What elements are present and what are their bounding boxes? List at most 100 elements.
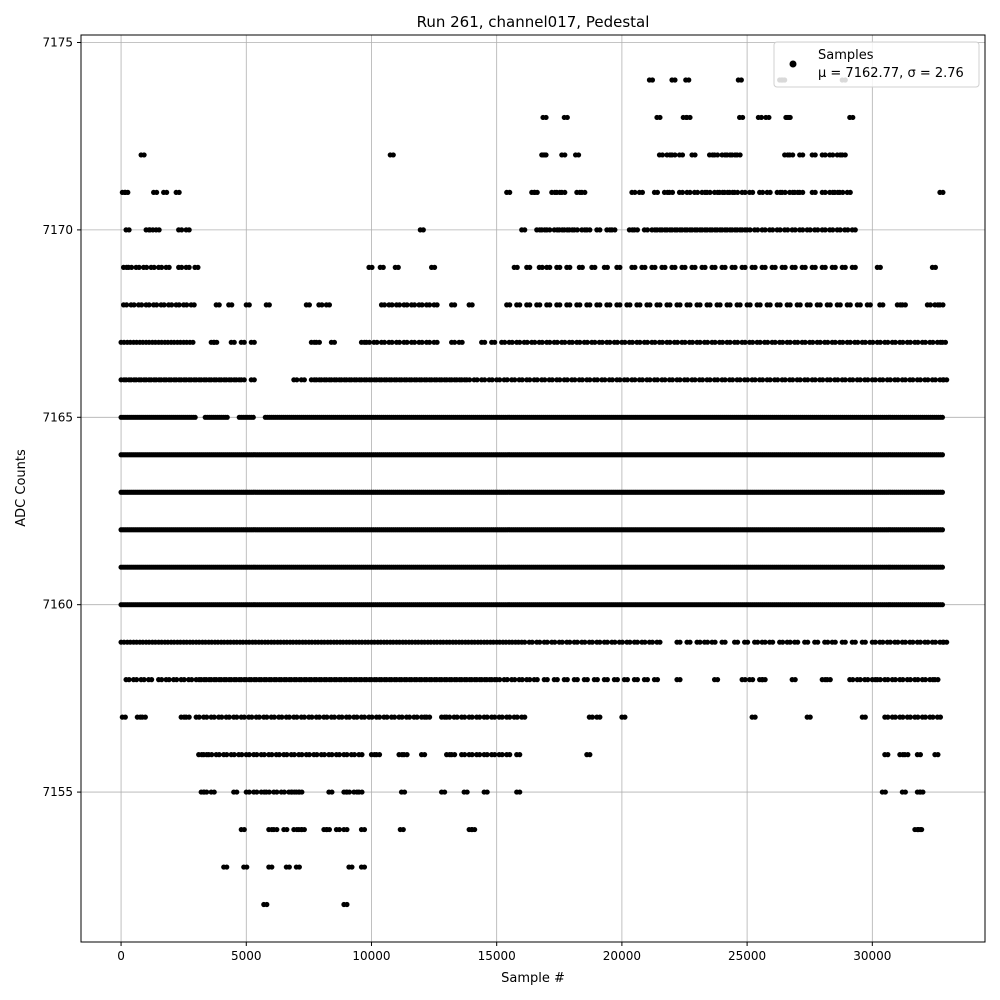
data-point [830,152,836,158]
data-point [847,339,853,345]
data-point [159,677,165,683]
data-point [767,377,773,383]
data-point [738,77,744,83]
data-point [122,714,128,720]
data-point [266,302,272,308]
data-point [617,377,623,383]
data-point [534,677,540,683]
data-point [850,377,856,383]
data-point [852,227,858,233]
data-point [832,639,838,645]
data-point [865,677,871,683]
data-point [306,752,312,758]
data-point [892,339,898,345]
y-tick-label: 7155 [42,785,73,799]
data-point [887,639,893,645]
data-point [802,339,808,345]
data-point [855,339,861,345]
data-point [877,264,883,270]
data-point [755,227,761,233]
data-point [669,377,676,383]
data-point [359,789,365,795]
data-point [577,302,583,308]
data-point [547,227,553,233]
data-point [692,152,698,158]
data-point [564,677,570,683]
data-point [354,714,360,720]
data-point [547,264,553,270]
data-point [400,826,406,833]
data-point [944,639,950,645]
data-point [286,864,292,870]
data-point [917,752,923,758]
data-point [462,714,468,720]
data-point [179,264,185,270]
data-point [745,377,751,383]
data-point [827,677,833,683]
data-point [699,377,706,383]
data-point [857,677,863,683]
data-point [381,339,388,345]
data-point [632,264,638,270]
data-point [922,714,929,720]
data-point [419,302,425,308]
data-point [219,714,225,720]
data-point [544,639,550,645]
data-point [404,302,410,308]
data-point [301,714,307,720]
data-point [667,339,673,345]
x-tick-label: 20000 [603,949,641,963]
data-point [141,677,147,683]
data-point [667,302,673,308]
data-point [254,789,260,795]
data-point [842,264,848,270]
data-point [452,752,458,758]
data-point [497,377,503,383]
data-point [647,302,653,308]
data-point [617,264,623,270]
y-axis-label: ADC Counts [14,449,29,527]
data-point [426,339,433,345]
data-point [885,677,891,683]
data-point [421,752,428,758]
data-point [747,302,753,308]
data-point [522,714,528,720]
data-point [142,714,148,720]
data-point [406,714,413,720]
legend-marker [789,60,797,68]
data-point [629,339,636,345]
y-tick-label: 7175 [42,35,73,49]
data-point [719,339,726,345]
data-point [569,339,575,345]
data-point [687,639,693,645]
data-point [251,339,257,345]
data-point [825,639,831,645]
data-point [575,152,582,158]
data-point [847,189,853,196]
data-point [294,377,300,383]
data-point [762,227,768,233]
data-point [654,189,661,196]
data-point [584,677,590,683]
y-tick-label: 7165 [42,410,73,424]
data-point [123,302,130,308]
data-point [401,789,408,795]
data-point [151,264,157,270]
data-point [927,302,934,308]
data-point [775,377,781,383]
x-tick-label: 30000 [853,949,891,963]
data-point [254,752,260,758]
data-point [917,377,923,383]
data-point [902,639,908,645]
data-point [522,227,528,233]
data-point [682,339,688,345]
data-point [524,339,530,345]
data-point [492,339,498,345]
data-point [599,339,605,345]
data-point [679,189,686,196]
data-point [840,339,846,345]
legend: Samples μ = 7162.77, σ = 2.76 [773,41,980,88]
data-point [472,826,478,833]
data-point [489,377,495,383]
data-point [642,639,648,645]
